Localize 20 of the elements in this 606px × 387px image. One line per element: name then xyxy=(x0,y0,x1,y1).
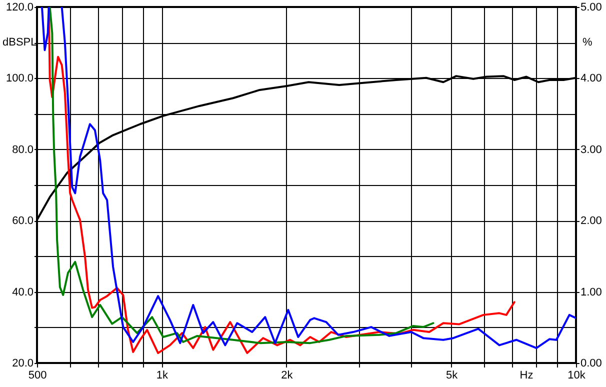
y-tick-label: 120.0 xyxy=(6,2,34,14)
x-tick-label: 1k xyxy=(156,370,169,382)
y-tick-label: 20.0 xyxy=(12,358,34,370)
y2-tick-label: 2.00 xyxy=(580,215,602,228)
y-axis-title: dBSPL xyxy=(2,36,37,48)
y-tick-label: 60.0 xyxy=(12,215,34,228)
y-tick-label: 40.0 xyxy=(12,286,34,298)
x-axis-title: Hz xyxy=(520,370,534,382)
y2-tick-label: 0.00 xyxy=(580,358,602,370)
x-tick-label: 500 xyxy=(28,370,47,382)
x-tick-label: 2k xyxy=(281,370,294,382)
y2-axis-title: % xyxy=(582,36,592,48)
y-tick-label: 80.0 xyxy=(12,144,34,156)
y2-tick-label: 5.00 xyxy=(580,2,602,14)
x-tick-label: 10k xyxy=(568,370,586,382)
y2-tick-label: 4.00 xyxy=(580,72,602,85)
y-tick-label: 100.0 xyxy=(6,72,34,85)
x-tick-label: 5k xyxy=(446,370,458,382)
y2-tick-label: 1.00 xyxy=(580,286,602,298)
y2-tick-label: 3.00 xyxy=(580,144,602,156)
